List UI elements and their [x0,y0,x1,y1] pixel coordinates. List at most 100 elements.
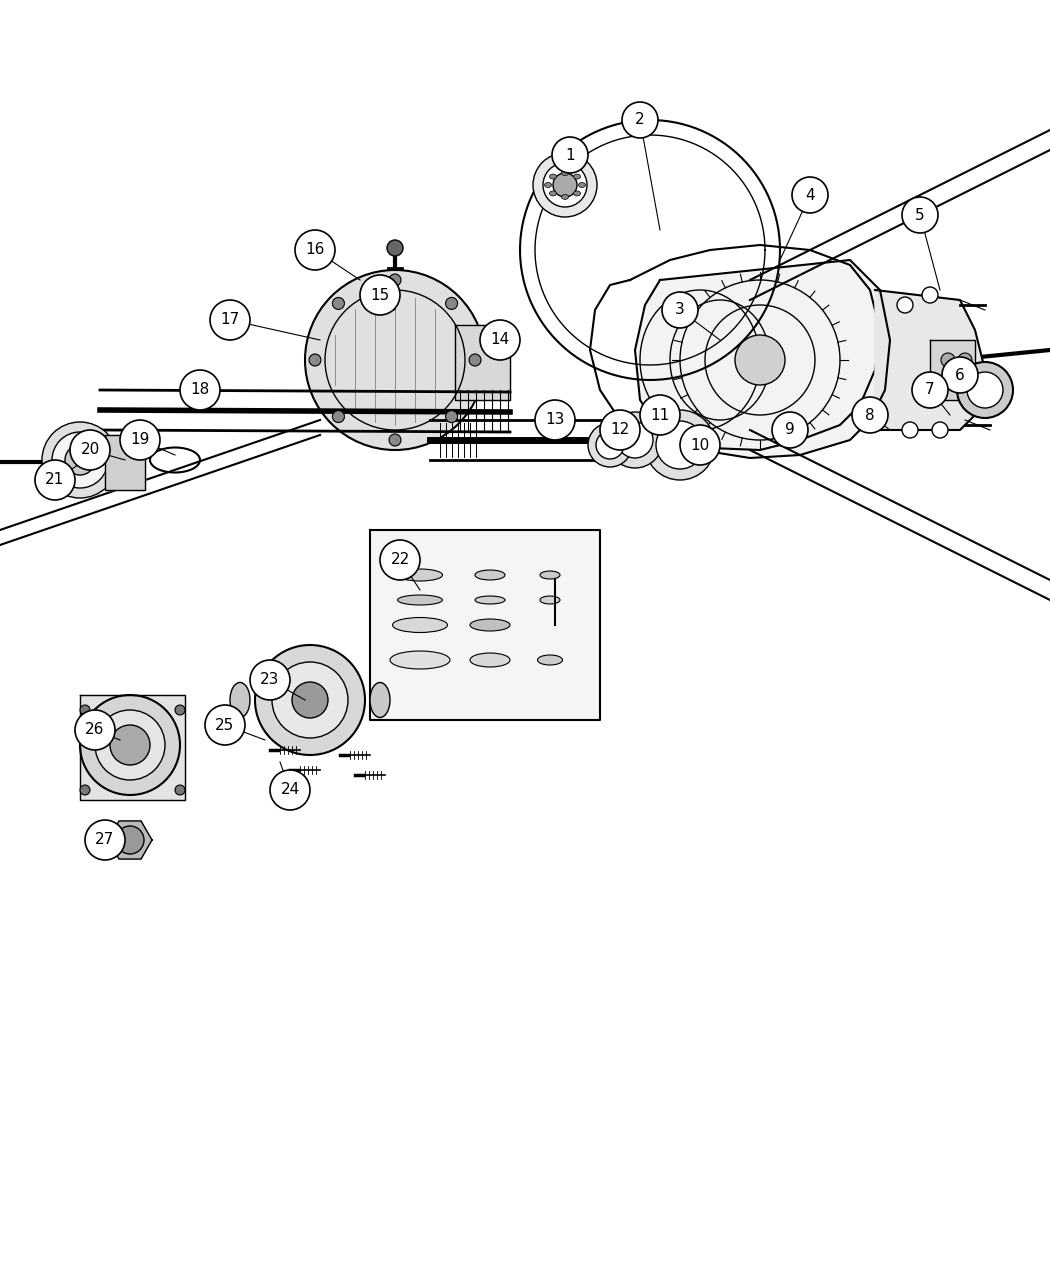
Circle shape [295,230,335,270]
Circle shape [180,370,220,411]
Text: 11: 11 [650,408,670,422]
Circle shape [680,425,720,465]
Circle shape [897,297,914,312]
Circle shape [110,725,150,765]
Circle shape [607,412,663,468]
Polygon shape [930,340,975,400]
Ellipse shape [545,182,551,187]
Text: 12: 12 [610,422,630,437]
Circle shape [480,320,520,360]
Ellipse shape [562,194,568,199]
Polygon shape [455,325,510,400]
Ellipse shape [573,175,581,179]
Circle shape [205,705,245,745]
Polygon shape [80,695,185,799]
Circle shape [957,362,1013,418]
Circle shape [333,297,344,310]
Text: 19: 19 [130,432,150,448]
Circle shape [272,662,348,738]
Ellipse shape [390,652,450,669]
Text: 1: 1 [565,148,574,162]
Circle shape [533,153,597,217]
Ellipse shape [370,682,390,718]
Circle shape [85,820,125,861]
Circle shape [94,710,165,780]
Text: 4: 4 [805,187,815,203]
Circle shape [175,785,185,796]
Ellipse shape [538,655,563,666]
Circle shape [387,240,403,256]
Circle shape [42,422,118,499]
Ellipse shape [470,653,510,667]
Circle shape [388,434,401,446]
Text: 21: 21 [45,473,65,487]
Ellipse shape [540,571,560,579]
Text: 24: 24 [280,783,299,797]
Text: 6: 6 [956,367,965,382]
Circle shape [645,411,715,479]
Circle shape [388,274,401,286]
Ellipse shape [540,595,560,604]
Circle shape [75,710,116,750]
Circle shape [588,423,632,467]
Polygon shape [370,530,600,720]
Text: 7: 7 [925,382,934,398]
Circle shape [553,173,578,198]
Circle shape [292,682,328,718]
Circle shape [536,400,575,440]
Circle shape [772,412,808,448]
Circle shape [445,297,458,310]
Circle shape [309,354,321,366]
Circle shape [552,136,588,173]
Circle shape [445,411,458,422]
Polygon shape [108,821,152,859]
Circle shape [942,357,978,393]
Text: 17: 17 [220,312,239,328]
Circle shape [958,353,972,367]
Ellipse shape [230,682,250,718]
Ellipse shape [398,569,442,581]
Text: 5: 5 [916,208,925,223]
Circle shape [270,770,310,810]
Circle shape [543,163,587,207]
Text: 2: 2 [635,112,645,128]
Ellipse shape [549,191,556,196]
Text: 9: 9 [785,422,795,437]
Ellipse shape [398,595,442,606]
Ellipse shape [393,617,447,632]
Polygon shape [635,260,890,458]
Circle shape [250,660,290,700]
Circle shape [640,395,680,435]
Text: 27: 27 [96,833,114,848]
Text: 10: 10 [691,437,710,453]
Circle shape [941,374,956,388]
Circle shape [852,397,888,434]
Circle shape [617,422,653,458]
Text: 3: 3 [675,302,685,317]
Circle shape [210,300,250,340]
Text: 8: 8 [865,408,875,422]
Polygon shape [105,435,145,490]
Text: 18: 18 [190,382,210,398]
Text: 16: 16 [306,242,324,258]
Circle shape [922,287,938,303]
Circle shape [80,785,90,796]
Circle shape [469,354,481,366]
Ellipse shape [573,191,581,196]
Circle shape [380,541,420,580]
Text: 22: 22 [391,552,410,567]
Circle shape [175,705,185,715]
Circle shape [622,102,658,138]
Circle shape [912,372,948,408]
Circle shape [52,432,108,488]
Ellipse shape [549,175,556,179]
Circle shape [35,460,75,500]
Circle shape [255,645,365,755]
Circle shape [656,421,704,469]
Circle shape [600,411,640,450]
Circle shape [958,374,972,388]
Circle shape [120,419,160,460]
Ellipse shape [562,171,568,176]
Circle shape [360,275,400,315]
Circle shape [65,445,94,476]
